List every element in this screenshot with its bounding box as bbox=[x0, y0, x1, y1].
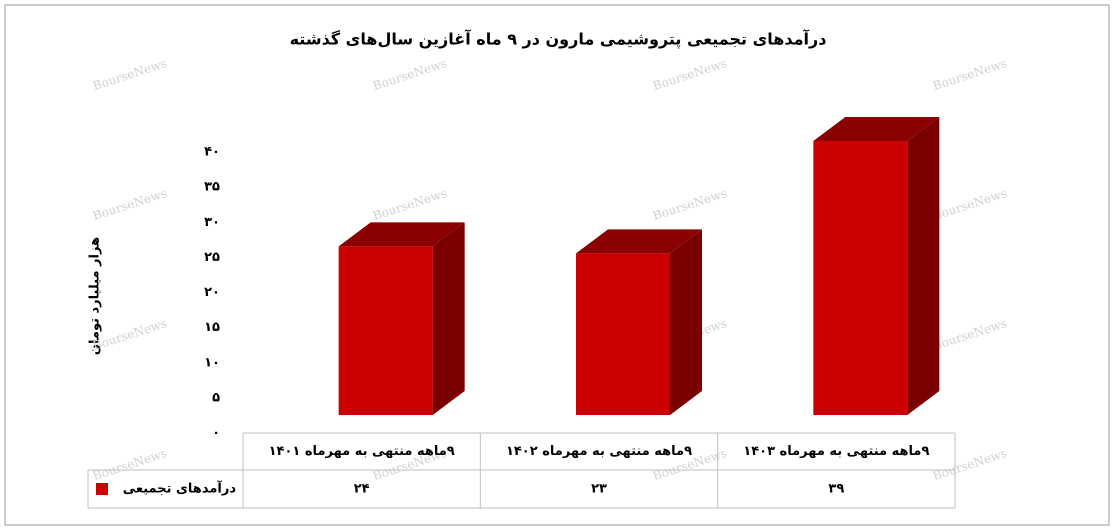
bar-top bbox=[338, 222, 465, 247]
chart-title: درآمدهای تجمیعی پتروشیمی مارون در ۹ ماه … bbox=[290, 29, 827, 50]
y-tick-label: ۱۵ bbox=[204, 320, 220, 335]
x-tick-label: ۹ماهه منتهی به مهرماه ۱۴۰۱ bbox=[269, 444, 455, 459]
data-label: ۲۴ bbox=[354, 482, 370, 497]
y-tick-label: ۳۰ bbox=[204, 215, 220, 230]
x-tick-label: ۹ماهه منتهی به مهرماه ۱۴۰۳ bbox=[743, 444, 929, 459]
legend-label: درآمدهای تجمیعی bbox=[123, 480, 237, 497]
bar bbox=[338, 246, 433, 415]
y-tick-label: ۳۵ bbox=[204, 180, 220, 195]
bar-top bbox=[576, 229, 702, 254]
y-tick-label: ۴۰ bbox=[204, 145, 220, 160]
bar-side bbox=[670, 229, 702, 415]
bar bbox=[813, 141, 908, 415]
y-tick-label: ۲۵ bbox=[204, 250, 220, 265]
data-label: ۳۹ bbox=[828, 482, 844, 497]
bar-top bbox=[813, 117, 940, 142]
x-tick-label: ۹ماهه منتهی به مهرماه ۱۴۰۲ bbox=[506, 444, 692, 459]
bar bbox=[576, 253, 670, 415]
bar-side bbox=[907, 117, 940, 416]
legend-swatch bbox=[96, 483, 108, 495]
y-tick-label: ۵ bbox=[212, 390, 220, 405]
bar-side bbox=[432, 222, 465, 415]
y-axis-label: هزار میلیارد تومان bbox=[88, 237, 103, 355]
y-tick-label: ۲۰ bbox=[204, 285, 220, 300]
y-tick-label: ۱۰ bbox=[204, 355, 220, 370]
data-label: ۲۳ bbox=[591, 482, 607, 497]
y-tick-label: ۰ bbox=[212, 426, 220, 441]
